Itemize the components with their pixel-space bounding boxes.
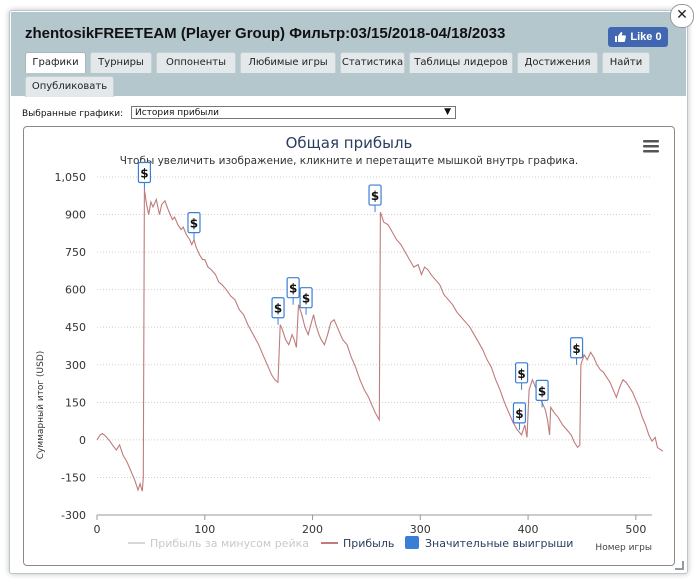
legend-big-wins-swatch [405, 536, 419, 549]
y-tick-label: 900 [65, 209, 86, 222]
y-tick-label: 1,050 [55, 171, 87, 184]
tab-tournaments[interactable]: Турниры [90, 52, 152, 73]
tab-leaderboards[interactable]: Таблицы лидеров [409, 52, 513, 73]
big-win-marker[interactable]: $ [515, 362, 529, 390]
profit-series-line [96, 189, 664, 492]
big-win-marker-label: $ [289, 282, 297, 296]
chart-title: Общая прибыль [286, 134, 413, 152]
chart-legend: Прибыль за минусом рейка Прибыль Значите… [128, 536, 573, 550]
chevron-down-icon: ▼ [444, 107, 451, 117]
x-tick-label: 0 [94, 523, 101, 536]
y-axis-title: Суммарный итог (USD) [36, 351, 46, 460]
x-tick-label: 300 [410, 523, 431, 536]
y-tick-label: 150 [65, 396, 86, 409]
big-win-marker-label: $ [515, 407, 523, 421]
tab-search[interactable]: Найти [602, 52, 650, 73]
x-tick-label: 100 [194, 523, 215, 536]
y-tick-label: -150 [61, 471, 86, 484]
y-tick-label: 300 [65, 359, 86, 372]
facebook-like-label: Like 0 [630, 31, 662, 43]
tab-favorite-games[interactable]: Любимые игры [240, 52, 336, 73]
y-tick-label: 450 [65, 321, 86, 334]
graph-select-value: История прибыли [135, 108, 219, 118]
dialog-title: zhentosikFREETEAM (Player Group) Фильтр:… [25, 25, 506, 42]
facebook-like-button[interactable]: Like 0 [608, 27, 668, 47]
big-win-marker-label: $ [538, 384, 546, 398]
thumbs-up-icon [615, 32, 627, 42]
big-win-marker[interactable]: $ [286, 277, 300, 305]
chart-subtitle: Чтобы увеличить изображение, кликните и … [120, 155, 579, 167]
close-button[interactable]: ✕ [670, 4, 694, 28]
profit-chart[interactable]: Общая прибыль Чтобы увеличить изображени… [24, 127, 674, 565]
big-win-marker-label: $ [517, 367, 525, 381]
graph-select-label: Выбранные графики: [22, 109, 124, 119]
y-tick-label: 750 [65, 246, 86, 259]
big-win-marker-label: $ [140, 167, 148, 181]
big-win-marker-label: $ [371, 189, 379, 203]
big-win-marker-label: $ [274, 302, 282, 316]
big-win-marker[interactable]: $ [368, 184, 382, 213]
big-win-marker-box [271, 297, 285, 319]
tab-achievements[interactable]: Достижения [517, 52, 598, 73]
x-tick-label: 500 [625, 523, 646, 536]
x-tick-label: 400 [518, 523, 539, 536]
y-tick-label: 600 [65, 284, 86, 297]
tab-statistics[interactable]: Статистика [340, 52, 405, 73]
x-tick-label: 200 [302, 523, 323, 536]
legend-item-profit[interactable]: Прибыль [343, 537, 394, 550]
tab-opponents[interactable]: Оппоненты [156, 52, 236, 73]
graph-select[interactable]: История прибыли ▼ [131, 106, 456, 119]
tab-graphs[interactable]: Графики [25, 52, 86, 73]
profit-dialog: zhentosikFREETEAM (Player Group) Фильтр:… [9, 4, 694, 574]
big-win-marker[interactable]: $ [187, 211, 201, 240]
big-win-marker[interactable]: $ [512, 402, 527, 430]
big-win-marker-label: $ [190, 217, 198, 231]
big-win-marker[interactable]: $ [299, 287, 313, 315]
y-tick-label: -300 [61, 509, 86, 522]
legend-item-big-wins[interactable]: Значительные выигрыши [425, 537, 573, 550]
big-win-marker[interactable]: $ [137, 161, 152, 190]
x-axis-title: Номер игры [595, 543, 652, 553]
big-win-marker[interactable]: $ [569, 337, 584, 365]
chart-container[interactable]: Общая прибыль Чтобы увеличить изображени… [23, 126, 675, 566]
big-win-marker[interactable]: $ [535, 379, 549, 408]
dialog-titlebar: zhentosikFREETEAM (Player Group) Фильтр:… [11, 12, 686, 97]
y-tick-label: 0 [79, 434, 86, 447]
hamburger-menu-icon[interactable] [643, 140, 659, 153]
legend-item-profit-minus-rake[interactable]: Прибыль за минусом рейка [150, 537, 309, 550]
big-win-marker-label: $ [302, 292, 310, 306]
tab-publish[interactable]: Опубликовать [25, 76, 114, 97]
big-win-marker[interactable]: $ [271, 297, 285, 325]
resize-handle[interactable] [675, 561, 684, 570]
big-win-marker-label: $ [572, 342, 580, 356]
